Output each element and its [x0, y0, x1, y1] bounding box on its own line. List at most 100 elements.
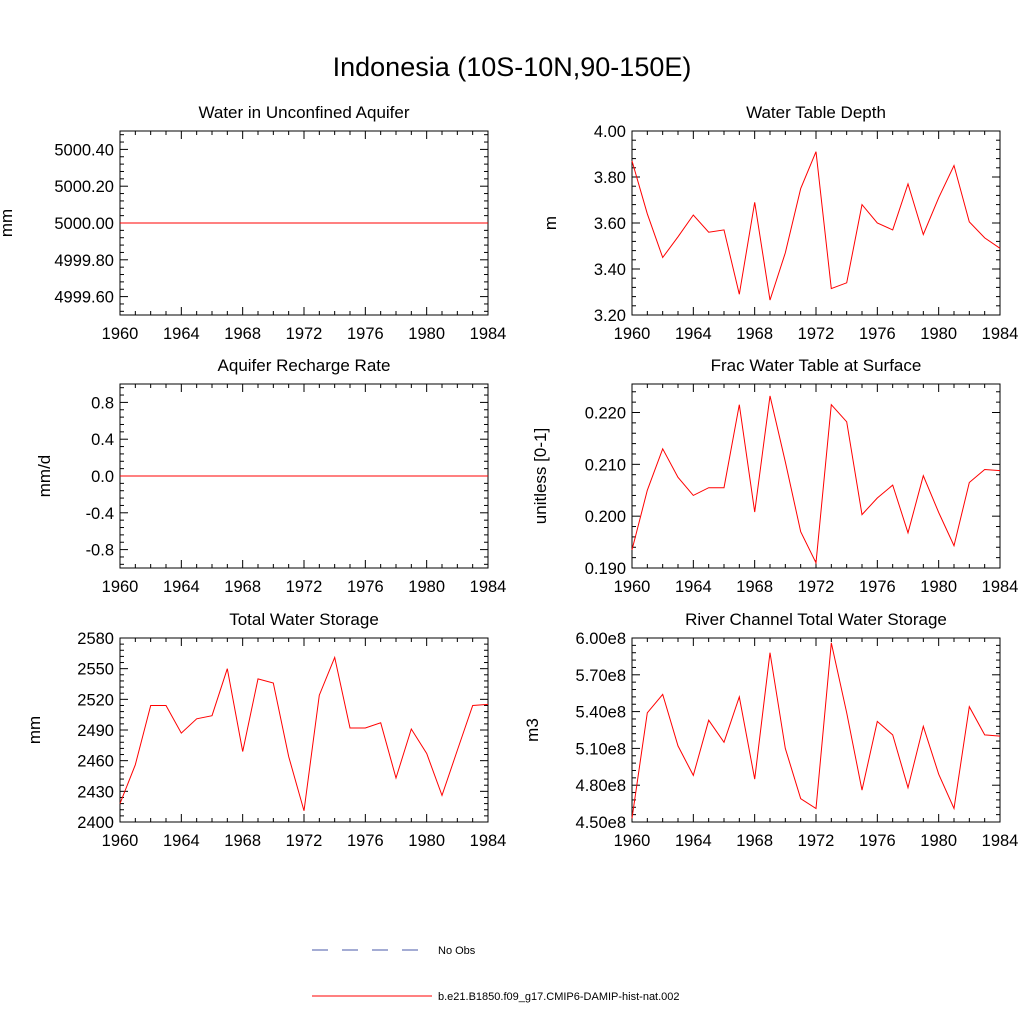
series-line [119, 655, 489, 811]
y-tick-label: 5000.20 [54, 178, 114, 196]
x-tick-label: 1972 [798, 578, 835, 596]
x-tick-label: 1960 [614, 578, 651, 596]
y-axis-label: mm/d [35, 455, 54, 498]
x-tick-label: 1980 [920, 832, 957, 850]
x-tick-label: 1976 [347, 325, 384, 343]
legend-label: No Obs [438, 945, 476, 957]
x-tick-label: 1984 [982, 325, 1019, 343]
y-tick-label: 0.4 [91, 431, 114, 449]
x-tick-label: 1964 [163, 325, 200, 343]
chart-panel: Water Table Depth m 1960 1964 1968 1972 1976 19… [541, 103, 1018, 343]
legend: No Obs b.e21.B1850.f09_g17.CMIP6-DAMIP-hi… [312, 945, 680, 1003]
plot-frame [631, 637, 1001, 823]
y-axis-label: m [541, 216, 560, 230]
y-tick-label: 5.70e8 [576, 667, 626, 685]
y-tick-label: 0.200 [585, 508, 626, 526]
y-tick-label: 0.190 [585, 560, 626, 578]
y-tick-label: 2460 [77, 753, 114, 771]
panel-title: Water Table Depth [746, 103, 886, 122]
x-tick-label: 1980 [408, 832, 445, 850]
x-tick-label: 1976 [859, 325, 896, 343]
x-tick-label: 1984 [470, 325, 507, 343]
panel-title: Water in Unconfined Aquifer [198, 103, 409, 122]
y-axis-label: mm [25, 716, 44, 744]
x-tick-label: 1980 [408, 325, 445, 343]
x-tick-label: 1976 [347, 578, 384, 596]
y-tick-label: 0.0 [91, 468, 114, 486]
x-tick-label: 1960 [614, 832, 651, 850]
y-tick-label: 3.20 [594, 307, 626, 325]
y-tick-label: 0.210 [585, 456, 626, 474]
y-tick-label: 4.00 [594, 123, 626, 141]
y-tick-label: 0.220 [585, 405, 626, 423]
x-tick-label: 1960 [102, 578, 139, 596]
x-tick-label: 1984 [470, 832, 507, 850]
x-tick-label: 1972 [286, 578, 323, 596]
y-tick-label: 2520 [77, 691, 114, 709]
x-tick-label: 1968 [736, 578, 773, 596]
x-tick-label: 1964 [675, 832, 712, 850]
y-tick-label: 4999.80 [54, 252, 114, 270]
chart-panel: Aquifer Recharge Rate mm/d 1960 1964 1968 197… [35, 356, 506, 596]
legend-label: b.e21.B1850.f09_g17.CMIP6-DAMIP-hist-nat… [438, 991, 680, 1003]
x-tick-label: 1984 [982, 832, 1019, 850]
y-axis-label: unitless [0-1] [531, 428, 550, 524]
y-axis-label: mm [0, 209, 16, 237]
y-axis-label: m3 [523, 718, 542, 742]
y-tick-label: 6.00e8 [576, 630, 626, 648]
y-tick-label: 2490 [77, 722, 114, 740]
y-tick-label: 5000.40 [54, 141, 114, 159]
y-tick-label: 2430 [77, 783, 114, 801]
panel-title: Total Water Storage [229, 610, 379, 629]
x-tick-label: 1980 [920, 325, 957, 343]
plot-frame [631, 383, 1001, 569]
chart-panel: Total Water Storage mm 1960 1964 1968 1972 197… [25, 610, 506, 850]
y-tick-label: 2580 [77, 630, 114, 648]
x-tick-label: 1968 [224, 578, 261, 596]
series-line [631, 395, 1001, 565]
y-tick-label: 3.40 [594, 261, 626, 279]
x-tick-label: 1964 [675, 578, 712, 596]
y-tick-label: 4999.60 [54, 289, 114, 307]
x-tick-label: 1976 [347, 832, 384, 850]
x-tick-label: 1976 [859, 832, 896, 850]
x-tick-label: 1968 [736, 832, 773, 850]
y-tick-label: 2550 [77, 661, 114, 679]
x-tick-label: 1968 [224, 325, 261, 343]
y-tick-label: 5.10e8 [576, 740, 626, 758]
panel-title: Frac Water Table at Surface [711, 356, 922, 375]
series-line [631, 642, 1001, 819]
x-tick-label: 1972 [798, 325, 835, 343]
y-tick-label: 5000.00 [54, 215, 114, 233]
x-tick-label: 1984 [470, 578, 507, 596]
y-tick-label: 0.8 [91, 394, 114, 412]
x-tick-label: 1980 [920, 578, 957, 596]
panel-title: River Channel Total Water Storage [685, 610, 947, 629]
x-tick-label: 1968 [224, 832, 261, 850]
plot-frame [119, 637, 489, 823]
y-tick-label: -0.4 [86, 505, 114, 523]
x-tick-label: 1972 [286, 832, 323, 850]
series-line [631, 151, 1001, 301]
y-tick-label: 5.40e8 [576, 704, 626, 722]
x-tick-label: 1980 [408, 578, 445, 596]
x-tick-label: 1964 [163, 578, 200, 596]
x-tick-label: 1984 [982, 578, 1019, 596]
x-tick-label: 1972 [798, 832, 835, 850]
x-tick-label: 1964 [675, 325, 712, 343]
y-tick-label: -0.8 [86, 542, 114, 560]
x-tick-label: 1960 [614, 325, 651, 343]
chart-panel: River Channel Total Water Storage m3 1960 1… [523, 610, 1018, 850]
figure-title: Indonesia (10S-10N,90-150E) [332, 52, 692, 82]
x-tick-label: 1964 [163, 832, 200, 850]
chart-panel: Frac Water Table at Surface unitless [0-1… [531, 356, 1018, 596]
x-tick-label: 1976 [859, 578, 896, 596]
y-tick-label: 3.60 [594, 215, 626, 233]
x-tick-label: 1968 [736, 325, 773, 343]
x-tick-label: 1972 [286, 325, 323, 343]
y-tick-label: 2400 [77, 814, 114, 832]
chart-panel: Water in Unconfined Aquifer mm 1960 1964 196… [0, 103, 506, 343]
x-tick-label: 1960 [102, 325, 139, 343]
x-tick-label: 1960 [102, 832, 139, 850]
